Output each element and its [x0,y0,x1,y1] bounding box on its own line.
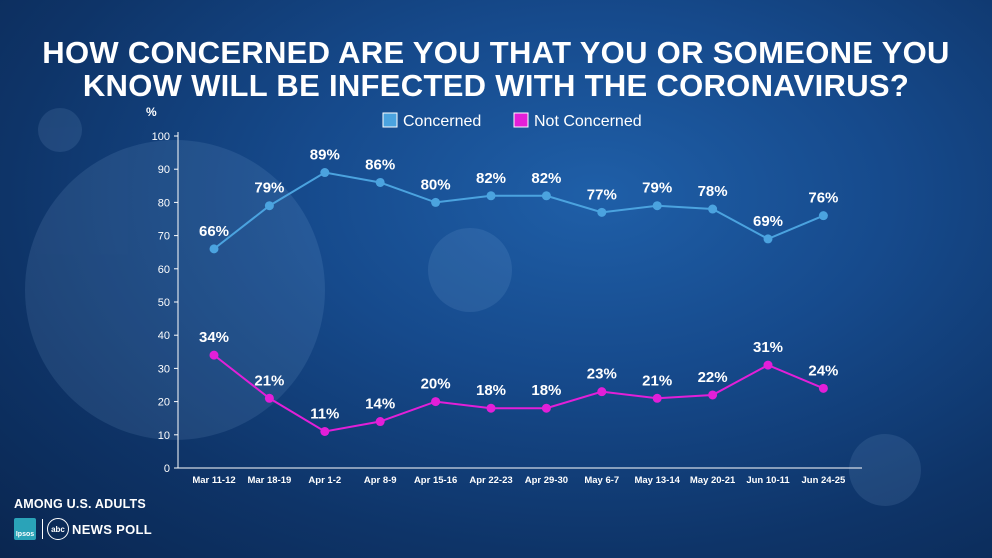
data-label-not-concerned: 20% [421,376,451,393]
x-tick-label: Mar 18-19 [247,475,291,486]
legend-swatch-not-concerned [513,112,529,128]
data-point-concerned [486,191,496,201]
y-tick-label: 90 [158,164,170,176]
data-point-not-concerned [541,403,551,413]
logo-divider [42,519,43,539]
data-point-not-concerned [652,393,662,403]
data-label-not-concerned: 23% [587,366,617,383]
data-label-concerned: 82% [476,170,506,187]
y-tick-label: 100 [152,131,170,143]
data-point-concerned [763,234,773,244]
y-tick-label: 70 [158,231,170,243]
data-point-concerned [209,244,219,254]
data-point-concerned [375,177,385,187]
y-tick-label: 40 [158,330,170,342]
data-point-not-concerned [597,387,607,397]
x-tick-label: Apr 29-30 [525,475,568,486]
data-label-not-concerned: 21% [254,372,284,389]
poll-logos: Ipsos abc NEWS POLL [14,518,152,540]
y-tick-label: 20 [158,397,170,409]
virus-background-icon [25,108,921,506]
y-tick-label: 10 [158,430,170,442]
data-label-concerned: 78% [698,183,728,200]
data-label-concerned: 89% [310,147,340,164]
x-tick-label: Jun 24-25 [801,475,846,486]
data-label-concerned: 77% [587,186,617,203]
x-tick-label: May 6-7 [584,475,619,486]
data-point-not-concerned [486,403,496,413]
y-axis-label: % [146,105,157,119]
data-label-concerned: 80% [421,176,451,193]
x-tick-label: May 20-21 [690,475,736,486]
x-tick-label: Apr 1-2 [308,475,341,486]
data-label-concerned: 69% [753,213,783,230]
data-label-not-concerned: 21% [642,372,672,389]
news-poll-label: NEWS POLL [72,521,152,537]
data-point-not-concerned [818,383,828,393]
x-tick-label: Mar 11-12 [192,475,235,486]
population-label: AMONG U.S. ADULTS [14,497,146,511]
legend-label-not-concerned: Not Concerned [534,113,642,130]
data-label-not-concerned: 14% [365,396,395,413]
x-tick-label: Jun 10-11 [746,475,790,486]
chart-title-line-1: HOW CONCERNED ARE YOU THAT YOU OR SOMEON… [42,35,950,70]
data-point-not-concerned [431,397,441,407]
data-label-not-concerned: 22% [698,369,728,386]
data-point-concerned [320,168,330,178]
abc-logo: abc [47,518,69,540]
data-point-concerned [708,204,718,214]
data-point-not-concerned [708,390,718,400]
data-point-concerned [431,197,441,207]
data-label-not-concerned: 31% [753,339,783,356]
y-tick-label: 50 [158,297,170,309]
y-tick-label: 0 [164,463,170,475]
data-label-not-concerned: 24% [808,362,838,379]
chart-title-line-2: KNOW WILL BE INFECTED WITH THE CORONAVIR… [82,68,910,103]
data-label-not-concerned: 34% [199,329,229,346]
legend-swatch-concerned [382,112,398,128]
data-label-concerned: 79% [254,180,284,197]
series-line-concerned [213,171,824,250]
data-point-not-concerned [264,393,274,403]
x-tick-label: Apr 22-23 [469,475,512,486]
chart-title: HOW CONCERNED ARE YOU THAT YOU OR SOMEON… [0,36,992,102]
legend-label-concerned: Concerned [403,113,481,130]
data-point-not-concerned [209,350,219,360]
data-point-concerned [818,211,828,221]
data-point-concerned [597,207,607,217]
data-label-concerned: 82% [531,170,561,187]
data-label-concerned: 79% [642,180,672,197]
y-tick-label: 60 [158,264,170,276]
data-point-not-concerned [320,426,330,436]
data-label-concerned: 66% [199,223,229,240]
data-label-concerned: 76% [808,190,838,207]
x-tick-label: May 13-14 [634,475,680,486]
data-point-not-concerned [375,417,385,427]
data-label-not-concerned: 18% [476,382,506,399]
y-tick-label: 30 [158,363,170,375]
data-point-concerned [264,201,274,211]
data-point-concerned [541,191,551,201]
series-line-not-concerned [213,354,824,433]
data-label-not-concerned: 18% [531,382,561,399]
data-label-not-concerned: 11% [310,405,339,422]
x-tick-label: Apr 8-9 [364,475,397,486]
y-tick-label: 80 [158,197,170,209]
data-point-not-concerned [763,360,773,370]
data-label-concerned: 86% [365,156,395,173]
data-point-concerned [652,201,662,211]
ipsos-logo: Ipsos [14,518,36,540]
x-tick-label: Apr 15-16 [414,475,457,486]
